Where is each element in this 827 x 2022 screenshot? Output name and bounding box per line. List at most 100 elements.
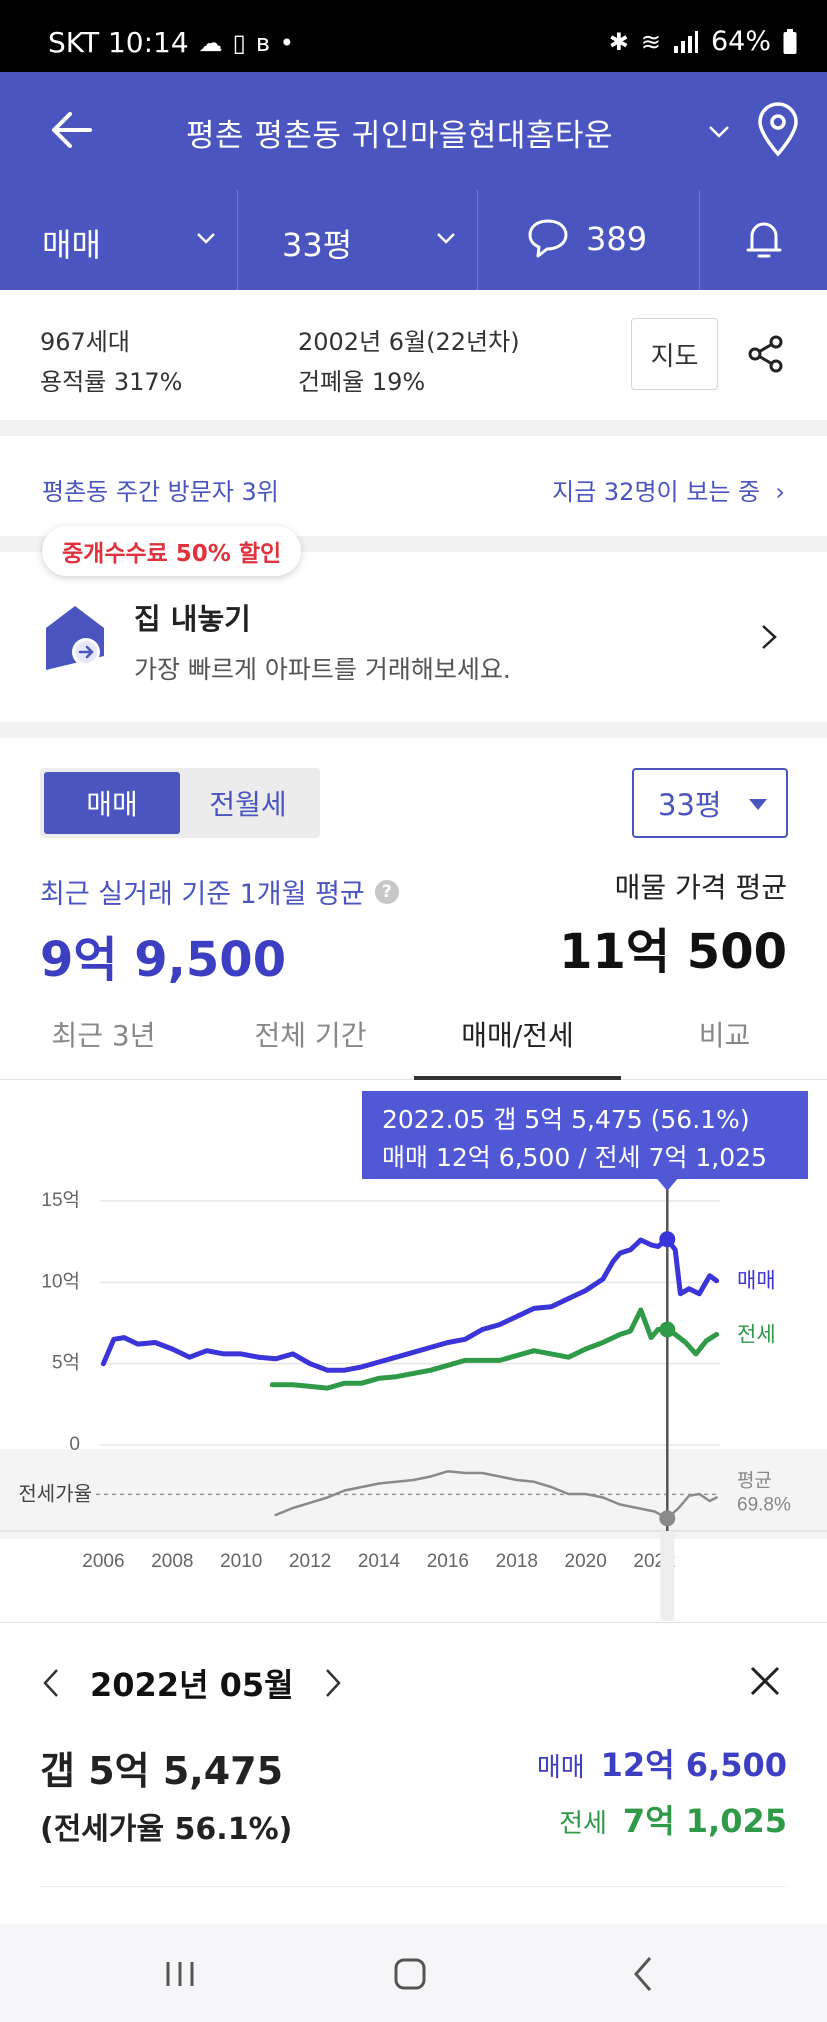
visitor-row: 평촌동 주간 방문자 3위 지금 32명이 보는 중 › (0, 436, 827, 536)
chevron-right-icon: › (767, 478, 785, 506)
section-divider (0, 420, 827, 436)
sale-label: 매매 (536, 1753, 585, 1783)
x-tick-label: 2010 (220, 1551, 262, 1572)
series-label-sale: 매매 (737, 1270, 776, 1293)
ratio-axis-label: 전세가율 (18, 1482, 92, 1505)
map-button[interactable]: 지도 (631, 318, 718, 390)
system-nav-bar (0, 1924, 827, 2022)
listing-avg-value: 11억 500 (559, 924, 787, 980)
size-select[interactable]: 33평 (632, 768, 788, 838)
size-select-label: 33평 (658, 788, 722, 822)
chart-tooltip: 2022.05 갭 5억 5,475 (56.1%) 매매 12억 6,500 … (362, 1091, 808, 1179)
bell-icon (746, 222, 782, 258)
apartment-title[interactable]: 평촌 평촌동 귀인마을현대홈타운 (186, 118, 613, 154)
chevron-right-icon[interactable] (322, 1666, 344, 1700)
active-tab-indicator (414, 1076, 621, 1080)
recent-avg-value: 9억 9,500 (40, 932, 287, 988)
selected-point-ratio (659, 1510, 676, 1527)
jeonse-ratio: (전세가율 56.1%) (40, 1812, 293, 1847)
x-tick-label: 2006 (82, 1551, 124, 1572)
location-pin-icon[interactable] (756, 102, 800, 158)
promo-badge: 중개수수료 50% 할인 (42, 526, 302, 576)
b-app-icon: ʙ (255, 28, 270, 57)
selected-date: 2022년 05월 (90, 1666, 294, 1704)
comments-count: 389 (586, 220, 648, 258)
listing-avg-label: 매물 가격 평균 (614, 871, 787, 904)
households: 967세대 (40, 328, 130, 356)
built-date: 2002년 6월(22년차) (298, 328, 520, 356)
price-chart[interactable]: 15억 10억 5억 0 전세가율 2006 2008 2010 2012 2014 2016 201… (0, 1081, 827, 1621)
section-divider (0, 722, 827, 738)
period-tabs: 최근 3년 전체 기간 매매/전세 비교 (0, 1000, 827, 1080)
sell-title: 집 내놓기 (134, 602, 251, 636)
cloud-icon: ☁ (198, 28, 223, 57)
date-navigator: 2022년 05월 (40, 1660, 344, 1706)
sell-subtitle: 가장 빠르게 아파트를 거래해보세요. (134, 655, 511, 684)
caret-down-icon (749, 799, 767, 810)
tab-recent-3y[interactable]: 최근 3년 (51, 1019, 156, 1052)
signal-icon (673, 30, 698, 53)
dot-icon: • (279, 28, 294, 57)
sell-house-card[interactable] (0, 552, 827, 722)
x-tick-label: 2012 (289, 1551, 331, 1572)
tooltip-line-2: 매매 12억 6,500 / 전세 7억 1,025 (382, 1143, 767, 1172)
status-left: SKT 10:14 ☁ ▯ ʙ • (48, 26, 294, 59)
carrier-time: SKT 10:14 (48, 26, 189, 59)
trade-type-label: 매매 (42, 226, 101, 264)
tab-all-period[interactable]: 전체 기간 (254, 1019, 367, 1052)
chevron-left-icon[interactable] (40, 1666, 62, 1700)
viewing-now-text: 지금 32명이 보는 중 (552, 478, 761, 506)
status-bar: SKT 10:14 ☁ ▯ ʙ • ✱ ≋ 64% (0, 0, 827, 72)
floor-area-ratio: 용적률 317% (40, 368, 183, 396)
home-icon[interactable] (386, 1950, 434, 1998)
back-icon[interactable] (620, 1950, 668, 1998)
tab-compare[interactable]: 비교 (698, 1019, 751, 1052)
jeonse-label: 전세 (559, 1809, 607, 1839)
toggle-sale[interactable]: 매매 (44, 772, 180, 834)
avg-ratio-value: 69.8% (737, 1494, 791, 1515)
device-icon: ▯ (232, 28, 246, 57)
detail-sheet (0, 1622, 827, 1922)
recent-avg-label: 최근 실거래 기준 1개월 평균 ? (40, 872, 399, 911)
x-tick-label: 2008 (151, 1551, 193, 1572)
bluetooth-icon: ✱ (608, 27, 629, 56)
filter-bar: 매매 33평 389 (0, 190, 827, 290)
trade-toggle: 매매 전월세 (40, 768, 320, 838)
comments-button[interactable]: 389 (478, 190, 700, 290)
cursor-handle (660, 1531, 675, 1621)
chevron-right-icon[interactable] (758, 622, 780, 652)
chevron-down-icon (437, 233, 455, 244)
notification-button[interactable] (700, 190, 827, 290)
back-arrow-icon[interactable] (46, 104, 98, 156)
house-sell-icon (46, 606, 104, 670)
building-coverage-ratio: 건폐율 19% (298, 368, 426, 396)
help-icon[interactable]: ? (374, 879, 399, 904)
jeonse-price-row: 전세 7억 1,025 (559, 1796, 787, 1842)
battery-icon (783, 28, 797, 54)
y-tick-label: 15억 (41, 1189, 80, 1211)
share-icon[interactable] (746, 334, 786, 374)
wifi-icon: ≋ (640, 27, 661, 56)
tooltip-line-1: 2022.05 갭 5억 5,475 (56.1%) (382, 1105, 750, 1134)
size-label: 33평 (282, 226, 353, 264)
ratio-band (0, 1449, 827, 1539)
size-dropdown[interactable]: 33평 (238, 190, 478, 290)
toggle-rent[interactable]: 전월세 (209, 788, 287, 821)
sale-value: 12억 6,500 (600, 1746, 787, 1784)
status-right: ✱ ≋ 64% (609, 26, 797, 57)
chevron-down-icon[interactable] (704, 116, 734, 146)
price-chart-svg[interactable]: 15억 10억 5억 0 전세가율 2006 2008 2010 2012 2014 2016 201… (0, 1081, 827, 1621)
x-tick-label: 2018 (496, 1551, 538, 1572)
viewing-now-link[interactable]: 지금 32명이 보는 중 › (552, 472, 785, 507)
series-label-jeonse: 전세 (737, 1323, 776, 1346)
tab-sale-jeonse[interactable]: 매매/전세 (461, 1019, 574, 1052)
jeonse-value: 7억 1,025 (622, 1802, 787, 1840)
trade-type-dropdown[interactable]: 매매 (0, 190, 238, 290)
close-icon[interactable] (748, 1664, 782, 1698)
x-tick-label: 2020 (565, 1551, 607, 1572)
x-tick-label: 2016 (427, 1551, 469, 1572)
y-tick-label: 5억 (52, 1352, 80, 1374)
battery-percent: 64% (710, 26, 771, 57)
chevron-down-icon (197, 233, 215, 244)
recent-apps-icon[interactable] (156, 1950, 204, 1998)
